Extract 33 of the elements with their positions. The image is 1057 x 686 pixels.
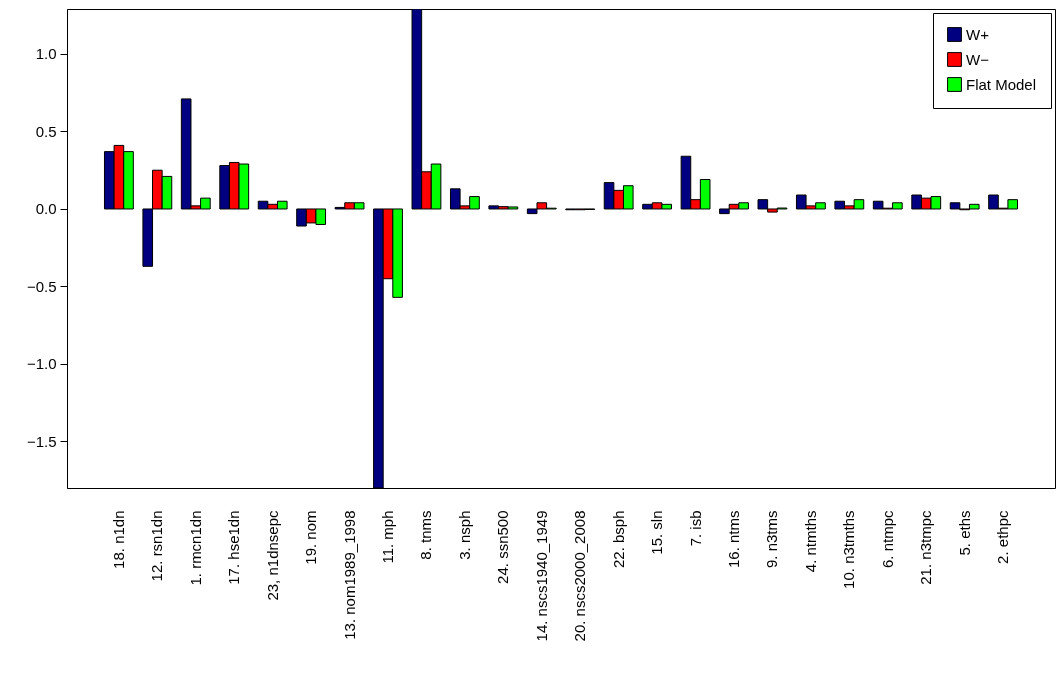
x-tick-label: 1. rmcn1dn [186,510,204,586]
x-tick-label: 2. ethpc [994,510,1012,564]
legend-label: Flat Model [966,75,1037,93]
y-tick-label: −1.5 [26,433,57,450]
x-tick-label: 19. nom [302,510,320,565]
y-tick-label: −0.5 [26,277,57,295]
x-tick-label: 16. ntms [725,510,742,569]
x-tick-label: 23, n1dnsepc [263,510,281,601]
x-tick-label: 17. hse1dn [225,510,243,585]
x-tick-label: 10. n3tmths [840,510,858,589]
x-tick-label: 20. nscs2000_2008 [571,510,589,642]
y-tick-label: −1.0 [26,355,57,373]
y-tick-label: 0.0 [35,200,57,218]
x-tick-label: 24. ssn500 [494,510,512,584]
x-tick-label: 4. ntmths [801,510,819,573]
x-tick-label: 12. rsn1dn [148,510,166,582]
legend-label: W− [966,50,990,68]
x-tick-label: 5. eths [955,510,973,556]
legend-label: W+ [966,25,990,43]
x-tick-label: 21. n3tmpc [917,510,935,585]
x-tick-label: 11. mph [379,510,396,564]
x-tick-label: 8. tnms [417,510,435,560]
x-tick-label: 6. ntmpc [878,510,896,569]
y-tick-label: 1.0 [35,45,57,63]
x-tick-label: 15. sln [648,510,666,555]
x-tick-label: 14. nscs1940_1949 [532,510,550,642]
x-tick-label: 7. isb [686,510,704,547]
x-tick-label: 3. nsph [455,510,473,560]
x-tick-label: 9. n3tms [763,510,781,569]
y-tick-label: 0.5 [35,122,57,140]
x-tick-label: 22. bsph [609,510,627,569]
x-tick-label: 13. nom1989_1998 [340,510,358,640]
x-tick-label: 18. n1dn [109,510,127,569]
